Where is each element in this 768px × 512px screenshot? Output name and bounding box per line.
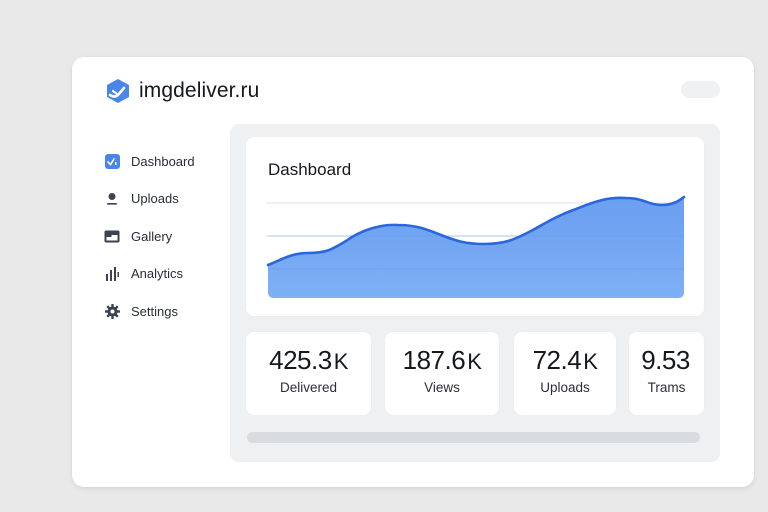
- stat-card-views[interactable]: 187.6K Views: [385, 332, 499, 415]
- stat-value: 72.4K: [532, 345, 598, 375]
- brand[interactable]: imgdeliver.ru: [105, 78, 259, 104]
- main-content: Dashboard 425.3K Delivered 187.6K Views …: [230, 124, 720, 462]
- stat-card-uploads[interactable]: 72.4K Uploads: [514, 332, 616, 415]
- stat-card-delivered[interactable]: 425.3K Delivered: [246, 332, 371, 415]
- stat-label: Delivered: [279, 380, 338, 395]
- stat-label: Uploads: [540, 380, 590, 395]
- sidebar-item-label: Uploads: [131, 191, 179, 206]
- brand-name: imgdeliver.ru: [139, 79, 260, 102]
- app-window: imgdeliver.ru Dashboard Uploads: [72, 57, 754, 487]
- sidebar-item-label: Gallery: [131, 228, 173, 244]
- stats-row: 425.3K Delivered 187.6K Views 72.4K Uplo…: [246, 332, 704, 415]
- stat-value: 425.3K: [269, 345, 348, 375]
- stat-card-trams[interactable]: 9.53 Trams: [629, 332, 704, 415]
- sidebar-item-gallery[interactable]: Gallery: [104, 226, 244, 246]
- gallery-icon: [104, 228, 120, 244]
- logo-icon: [107, 79, 129, 103]
- gear-icon: [104, 303, 120, 319]
- stat-label: Views: [424, 380, 460, 395]
- stat-value: 187.6K: [402, 345, 482, 375]
- area-fill: [268, 197, 684, 298]
- chart-card: Dashboard: [246, 137, 704, 316]
- dashboard-icon: [104, 153, 120, 169]
- stat-label: Trams: [647, 380, 686, 395]
- sidebar-item-uploads[interactable]: Uploads: [104, 189, 244, 209]
- sidebar-item-label: Dashboard: [131, 153, 195, 169]
- sidebar-item-settings[interactable]: Settings: [104, 301, 244, 321]
- sidebar-item-analytics[interactable]: Analytics: [104, 264, 244, 284]
- horizontal-scrollbar[interactable]: [247, 432, 700, 443]
- stat-value: 9.53: [641, 345, 690, 375]
- sidebar-item-dashboard[interactable]: Dashboard: [104, 151, 244, 171]
- area-line: [266, 195, 686, 267]
- chart-title: Dashboard: [268, 160, 352, 179]
- user-upload-icon: [104, 191, 120, 207]
- area-chart: [266, 195, 686, 298]
- sidebar-item-label: Settings: [131, 303, 178, 319]
- sidebar: Dashboard Uploads Gallery: [104, 151, 244, 339]
- sidebar-item-label: Analytics: [131, 266, 184, 281]
- bar-chart-icon: [104, 266, 120, 282]
- header-placeholder-button[interactable]: [681, 81, 720, 98]
